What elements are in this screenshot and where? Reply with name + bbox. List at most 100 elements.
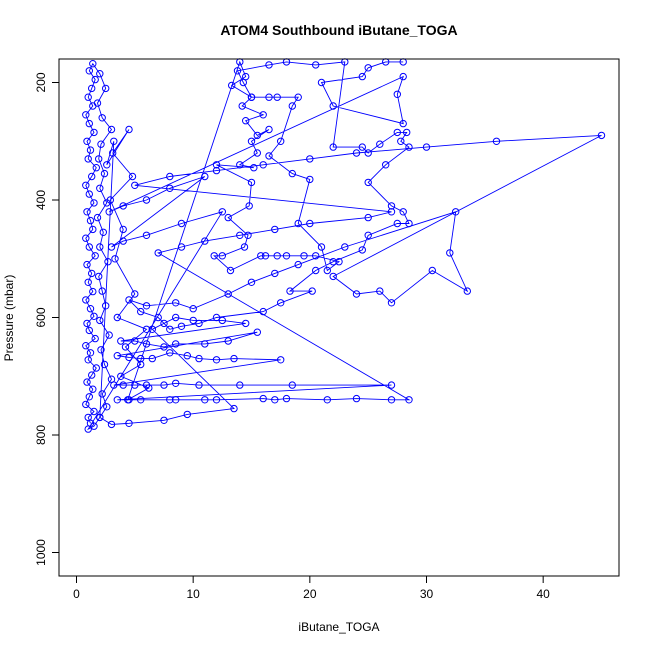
data-point xyxy=(142,325,151,333)
data-point xyxy=(323,396,331,404)
data-point xyxy=(86,305,95,313)
data-point xyxy=(282,252,291,260)
plot-frame xyxy=(58,58,620,577)
data-point xyxy=(96,413,104,422)
data-point xyxy=(358,246,366,254)
data-point xyxy=(218,208,227,216)
data-point xyxy=(100,169,109,178)
data-point xyxy=(306,155,314,163)
data-point xyxy=(230,404,238,413)
x-tick-label: 40 xyxy=(536,587,550,601)
data-point xyxy=(137,360,145,369)
data-point xyxy=(89,385,97,393)
data-point xyxy=(125,396,133,404)
data-point xyxy=(329,258,337,266)
data-point xyxy=(358,72,366,81)
data-point xyxy=(422,143,431,151)
data-point xyxy=(452,208,460,216)
data-point xyxy=(107,125,116,134)
data-point xyxy=(142,231,151,240)
data-point xyxy=(259,307,267,316)
data-point xyxy=(131,381,139,389)
data-point xyxy=(84,413,92,422)
data-point xyxy=(387,381,396,389)
data-point xyxy=(97,140,105,148)
data-point xyxy=(103,161,111,169)
data-point xyxy=(352,290,361,298)
data-point xyxy=(597,131,606,140)
data-point xyxy=(88,269,96,278)
data-point xyxy=(393,128,401,137)
data-point xyxy=(93,213,102,222)
data-point xyxy=(271,225,279,234)
y-axis: 200 400 600 800 1000 xyxy=(34,72,60,566)
data-point xyxy=(96,243,104,251)
data-point xyxy=(300,252,308,260)
y-tick-label: 800 xyxy=(34,425,48,445)
data-point xyxy=(91,252,99,260)
data-point xyxy=(93,99,102,107)
data-point xyxy=(160,343,168,351)
data-point xyxy=(294,260,302,269)
data-point xyxy=(84,356,92,364)
x-tick-label: 30 xyxy=(420,587,434,601)
data-point xyxy=(288,102,296,110)
data-point xyxy=(257,252,265,260)
data-point xyxy=(312,266,320,275)
data-point xyxy=(82,234,90,242)
data-point xyxy=(82,296,90,304)
data-point xyxy=(382,161,390,169)
data-point xyxy=(117,337,125,345)
data-point xyxy=(242,319,250,328)
data-point xyxy=(282,394,291,403)
data-point xyxy=(177,243,186,251)
data-point xyxy=(405,219,413,228)
data-point xyxy=(352,149,361,157)
data-point xyxy=(250,164,258,172)
data-point xyxy=(288,381,296,389)
data-point xyxy=(148,325,157,333)
data-point xyxy=(352,394,361,403)
data-point xyxy=(259,394,267,403)
data-point xyxy=(142,196,151,204)
data-point xyxy=(89,225,97,234)
data-point xyxy=(189,305,197,313)
data-point xyxy=(201,396,209,404)
data-layer xyxy=(82,58,606,433)
data-point xyxy=(88,371,96,379)
data-point xyxy=(89,287,97,296)
data-point xyxy=(236,381,244,389)
data-point xyxy=(82,181,90,190)
data-point xyxy=(212,313,221,322)
data-point xyxy=(160,381,168,389)
data-point xyxy=(119,381,127,389)
data-point xyxy=(89,60,97,68)
data-point xyxy=(399,119,407,128)
data-point xyxy=(92,164,101,172)
data-point xyxy=(98,390,106,398)
y-axis-label: Pressure (mbar) xyxy=(2,275,16,362)
data-point xyxy=(236,231,244,240)
data-point xyxy=(265,93,273,101)
data-point xyxy=(387,299,396,307)
data-point xyxy=(240,243,249,251)
data-point xyxy=(83,260,91,269)
data-point xyxy=(233,67,242,75)
data-point xyxy=(212,166,221,175)
data-point xyxy=(107,420,116,429)
data-point xyxy=(212,161,221,169)
data-point xyxy=(306,219,314,228)
data-point xyxy=(364,64,372,72)
data-point xyxy=(177,219,186,228)
data-point xyxy=(201,172,209,181)
data-point xyxy=(364,149,372,157)
data-point xyxy=(317,78,326,87)
data-point xyxy=(201,237,209,245)
data-point xyxy=(399,208,407,216)
data-point xyxy=(312,252,320,260)
data-point xyxy=(91,334,99,343)
data-point xyxy=(212,396,221,404)
data-point xyxy=(335,258,343,266)
data-point xyxy=(84,425,92,433)
data-point xyxy=(212,356,221,364)
